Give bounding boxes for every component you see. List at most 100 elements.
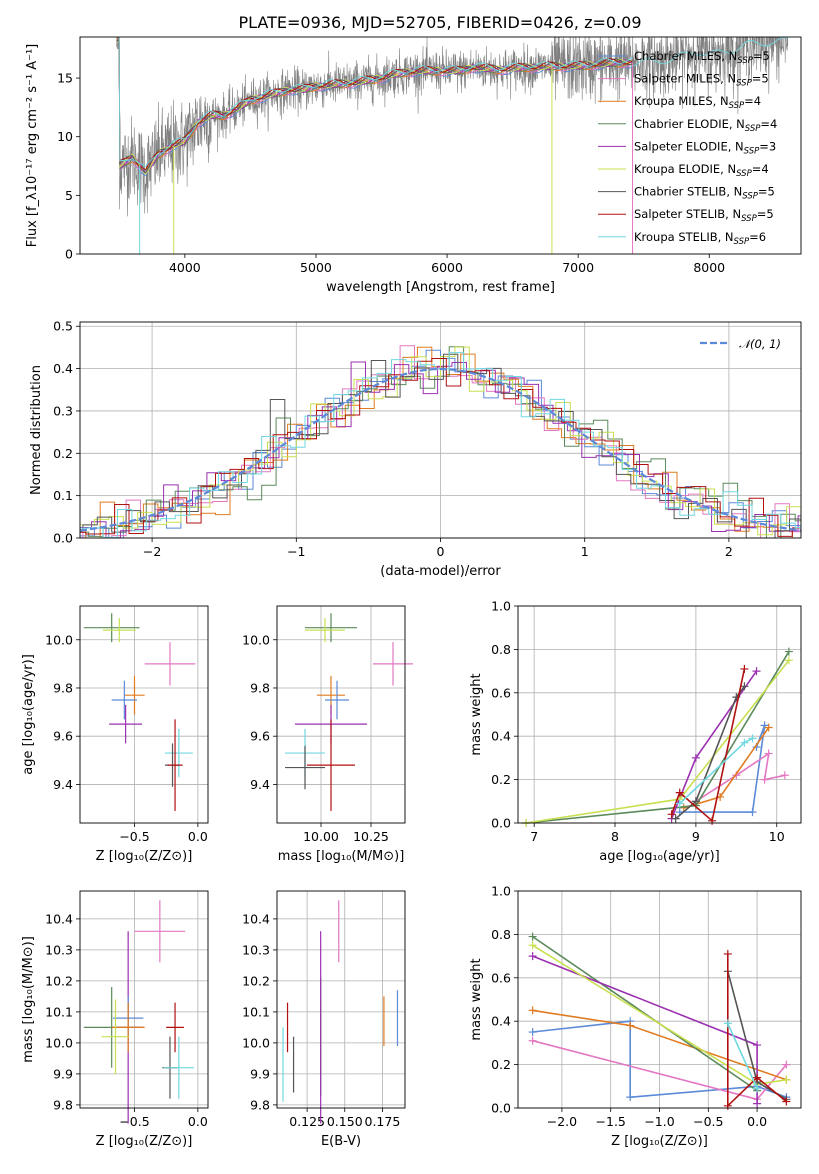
- series-marker: [528, 952, 537, 961]
- x-tick-label: −0.5: [693, 1114, 723, 1129]
- series-line: [670, 668, 746, 823]
- legend-text: Chabrier ELODIE, N: [634, 117, 745, 131]
- series-marker: [723, 1019, 732, 1028]
- x-tick-label: −1.5: [596, 1114, 626, 1129]
- legend-text: Kroupa ELODIE, N: [634, 162, 736, 176]
- x-tick-label: 6000: [431, 260, 463, 275]
- series-marker: [528, 932, 537, 941]
- age-weight-series: [522, 647, 793, 827]
- y-tick-label: 9.8: [250, 1097, 270, 1112]
- y-tick-label: 10.2: [242, 973, 270, 988]
- x-tick-label: −0.5: [119, 1114, 149, 1129]
- x-tick-label: −0.5: [119, 829, 149, 844]
- series-line: [525, 659, 790, 824]
- model-spectrum-line: [116, 38, 633, 173]
- legend-sub: SSP: [734, 237, 750, 247]
- z-mass-axes: −0.5 0.0 9.8 9.9 10.0 10.1 10.2 10.3 10.4 Z [log₁…: [21, 891, 208, 1149]
- x-axis-label: Z [log₁₀(Z/Z⊙)]: [96, 1134, 193, 1149]
- x-axis-label: mass [log₁₀(M/M⊙)]: [278, 849, 405, 864]
- z-mass-frame: [79, 890, 209, 1109]
- legend-tail: =5: [757, 207, 774, 221]
- y-axis-label: age [log₁₀(age/yr)]: [21, 654, 36, 775]
- series-marker: [782, 1075, 791, 1084]
- series-marker: [740, 738, 749, 747]
- x-tick-label: −1: [287, 544, 305, 559]
- y-tick-label: 9.9: [250, 1066, 270, 1081]
- ebv-mass-errorbars: [282, 900, 399, 1124]
- model-spectrum-line: [116, 41, 633, 176]
- legend-sub: SSP: [742, 192, 758, 202]
- y-tick-label: 10.0: [45, 1035, 73, 1050]
- y-tick-label: 0.1: [53, 488, 73, 503]
- x-axis-label: Z [log₁₀(Z/Z⊙)]: [611, 1134, 708, 1149]
- y-tick-label: 10.1: [242, 1004, 270, 1019]
- legend-text: Kroupa STELIB, N: [634, 230, 734, 244]
- y-tick-label: 0.0: [53, 531, 73, 546]
- x-tick-label: 0.125: [289, 1114, 325, 1129]
- spectrum-axes: 4000 5000 6000 7000 8000 0 5 10 15 wavelength [An…: [25, 44, 725, 295]
- model-spectrum-line: [116, 38, 633, 173]
- legend-tail: =4: [760, 117, 777, 131]
- x-tick-label: 2: [725, 544, 733, 559]
- x-tick-label: 0.0: [188, 829, 208, 844]
- series-marker: [782, 1060, 791, 1069]
- y-tick-label: 0.0: [491, 816, 511, 831]
- y-tick-label: 9.4: [250, 777, 270, 792]
- series-marker: [528, 1006, 537, 1015]
- series-marker: [748, 808, 757, 817]
- legend-tail: =4: [744, 94, 761, 108]
- x-tick-label: −2: [143, 544, 161, 559]
- series-marker: [760, 775, 769, 784]
- legend-text: Salpeter ELODIE, N: [634, 139, 744, 153]
- legend-text: Chabrier STELIB, N: [634, 185, 742, 199]
- y-axis-label: mass weight: [469, 958, 484, 1040]
- y-tick-label: 10.0: [45, 632, 73, 647]
- y-tick-label: 10.3: [45, 942, 73, 957]
- x-tick-label: 8000: [693, 260, 725, 275]
- residuals-frame: [79, 321, 802, 539]
- x-axis-label: E(B-V): [321, 1134, 361, 1149]
- normal-curve: [80, 367, 801, 532]
- series-line: [727, 1023, 758, 1089]
- legend-sub: SSP: [737, 56, 753, 66]
- y-tick-label: 0.6: [491, 970, 511, 985]
- y-tick-label: 1.0: [491, 884, 511, 899]
- series-marker: [782, 1097, 791, 1106]
- series-marker: [753, 1073, 762, 1082]
- series-marker: [764, 749, 773, 758]
- legend-tail: =5: [752, 72, 769, 86]
- x-tick-label: 4000: [169, 260, 201, 275]
- y-axis-label: mass weight: [469, 673, 484, 755]
- y-tick-label: 10.0: [242, 632, 270, 647]
- y-axis-label: Flux [f_λ10⁻¹⁷ erg cm⁻² s⁻¹ A⁻¹]: [25, 44, 40, 248]
- y-tick-label: 5: [65, 188, 73, 203]
- series-marker: [675, 799, 684, 808]
- y-tick-label: 0.2: [491, 1057, 511, 1072]
- x-axis-label: wavelength [Angstrom, rest frame]: [326, 280, 555, 295]
- legend-text: Salpeter STELIB, N: [634, 207, 741, 221]
- model-spectrum-line: [118, 37, 633, 167]
- y-tick-label: 15: [57, 71, 73, 86]
- legend-entry: Salpeter ELODIE, NSSP=3: [634, 139, 776, 156]
- y-tick-label: 0.6: [491, 685, 511, 700]
- series-marker: [780, 771, 789, 780]
- legend-entry: Salpeter STELIB, NSSP=5: [634, 207, 774, 224]
- x-tick-label: 0.175: [365, 1114, 401, 1129]
- y-tick-label: 9.9: [53, 1066, 73, 1081]
- series-marker: [667, 810, 676, 819]
- series-marker: [723, 1101, 732, 1110]
- series-line: [526, 651, 790, 824]
- spectrum-lines: [116, 37, 789, 254]
- y-tick-label: 0.8: [491, 642, 511, 657]
- legend-sub: SSP: [744, 146, 760, 156]
- y-tick-label: 0: [65, 247, 73, 262]
- legend-tail: =5: [758, 185, 775, 199]
- residuals-axes: −2 −1 0 1 2 0.0 0.1 0.2 0.3 0.4 0.5 (data-model)/er…: [29, 319, 801, 579]
- y-tick-label: 0.5: [53, 319, 73, 334]
- x-tick-label: 7: [530, 829, 538, 844]
- y-tick-label: 10.3: [242, 942, 270, 957]
- z-weight-frame: [517, 890, 802, 1109]
- y-tick-label: 10.4: [242, 911, 270, 926]
